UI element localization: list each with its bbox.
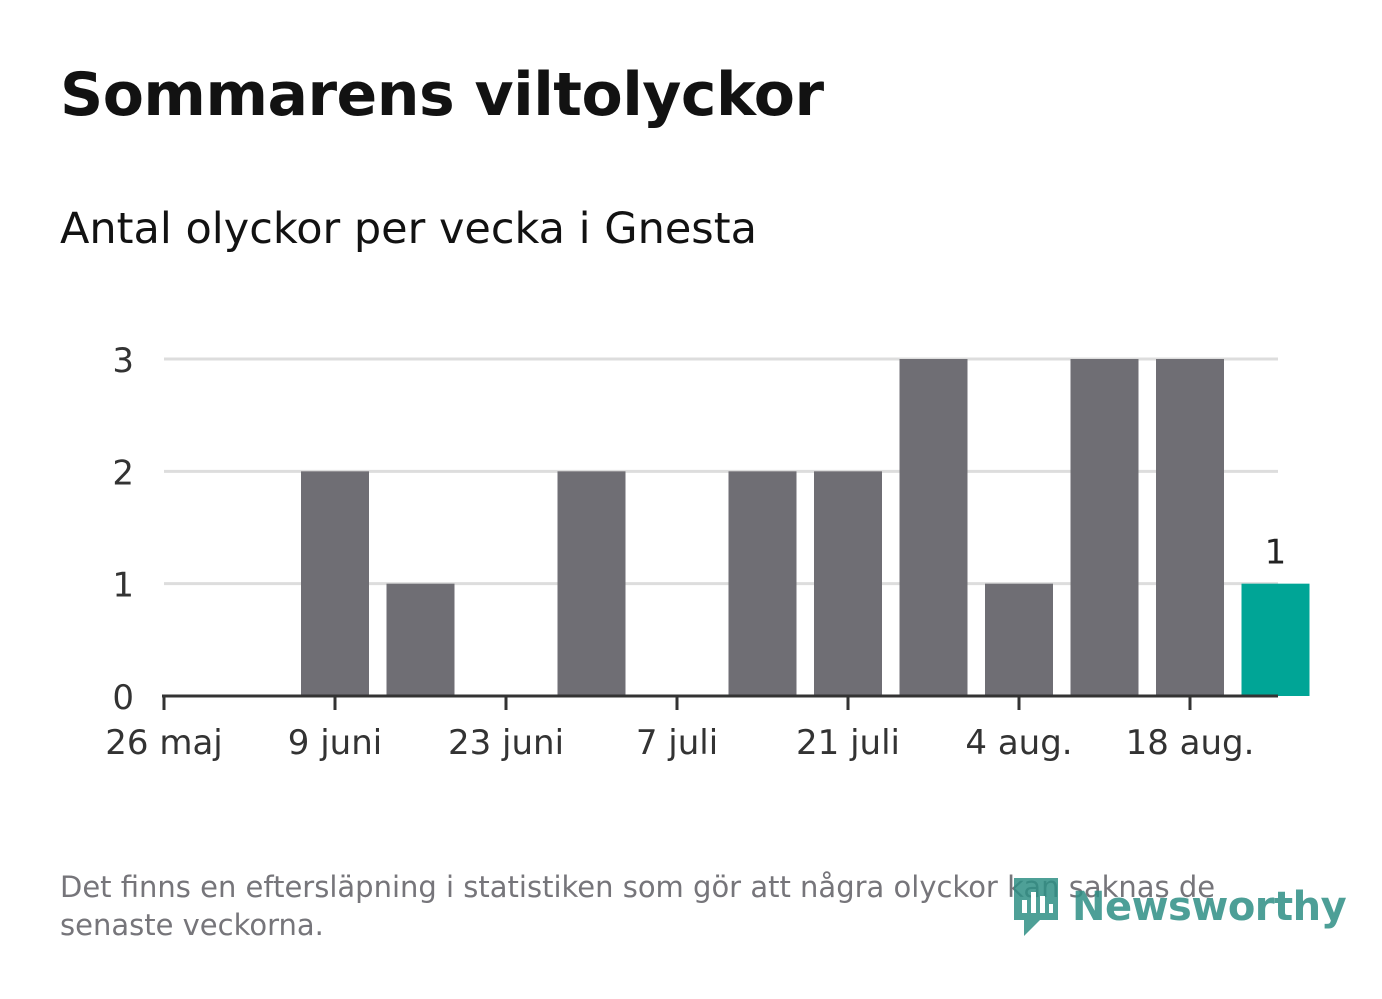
y-tick-label: 1 — [112, 566, 134, 606]
bar — [557, 471, 626, 696]
bar — [301, 471, 369, 696]
bar — [899, 359, 968, 696]
bar — [386, 583, 455, 696]
x-tick-label: 21 juli — [796, 723, 900, 763]
x-tick-label: 18 aug. — [1126, 723, 1255, 763]
y-tick-label: 2 — [112, 453, 134, 493]
y-axis-ticks: 0 1 2 3 — [112, 341, 134, 718]
bar — [1156, 359, 1224, 696]
data-label: 1 — [1265, 533, 1287, 573]
newsworthy-logo-icon — [1014, 878, 1058, 936]
bar — [1070, 359, 1139, 696]
bars — [301, 359, 1310, 696]
y-tick-label: 0 — [112, 678, 134, 718]
chart-subtitle: Antal olyckor per vecka i Gnesta — [60, 204, 757, 254]
x-tick-label: 4 aug. — [965, 723, 1072, 763]
newsworthy-logo-text: Newsworthy — [1072, 884, 1347, 930]
x-tick-label: 7 juli — [636, 723, 718, 763]
bar — [814, 471, 882, 696]
bar-highlight — [1241, 583, 1310, 696]
x-tick-label: 26 maj — [105, 723, 222, 763]
chart-title: Sommarens viltolyckor — [60, 60, 824, 130]
bar — [985, 583, 1053, 696]
bar — [728, 471, 797, 696]
y-tick-label: 3 — [112, 341, 134, 381]
newsworthy-logo: Newsworthy — [1010, 874, 1347, 940]
x-axis-ticks: 26 maj 9 juni 23 juni 7 juli 21 juli 4 aug. 18… — [105, 696, 1254, 763]
x-tick-label: 9 juni — [288, 723, 382, 763]
x-tick-label: 23 juni — [448, 723, 564, 763]
data-labels: 1 — [1265, 533, 1287, 573]
